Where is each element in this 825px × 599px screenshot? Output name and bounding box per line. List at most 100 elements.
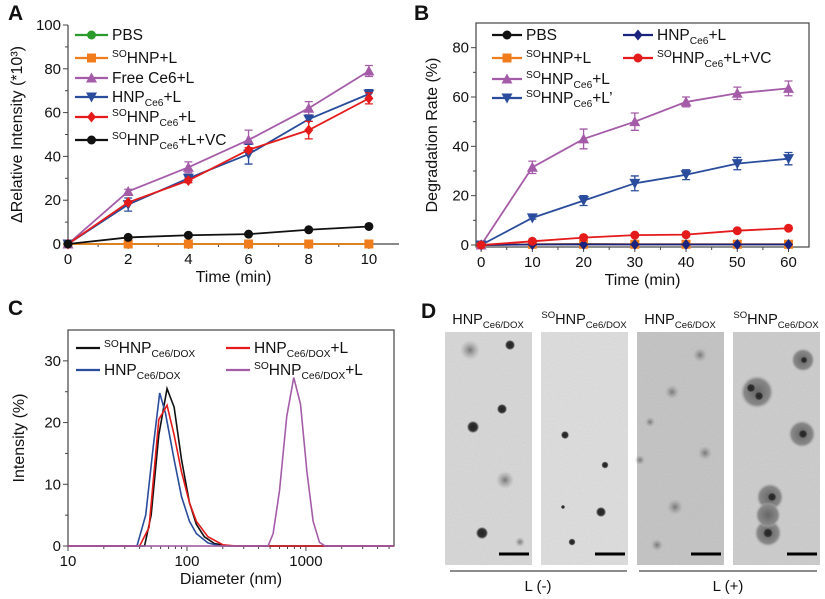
data-point-triangle-up <box>501 73 513 84</box>
x-tick-label: 1000 <box>289 553 322 570</box>
x-tick-label: 100 <box>174 553 199 570</box>
x-tick-label: 0 <box>477 254 485 271</box>
legend-item: PBS <box>492 27 557 44</box>
legend-item: SOHNPCe6/DOX <box>76 339 195 360</box>
series-line <box>68 392 394 547</box>
x-tick-label: 10 <box>60 553 77 570</box>
tem-image-title: HNPCe6/DOX <box>644 312 716 331</box>
data-point-triangle-up <box>182 161 194 172</box>
y-axis-label: Degradation Rate (%) <box>424 58 441 213</box>
tem-background <box>445 332 532 565</box>
tem-background <box>637 332 724 565</box>
tem-image-title: HNPCe6/DOX <box>452 312 524 331</box>
y-tick-label: 20 <box>44 415 61 432</box>
data-point-triangle-up <box>243 134 255 145</box>
series-line <box>68 377 394 547</box>
data-point-circle <box>732 226 742 236</box>
data-point-circle <box>681 230 691 240</box>
data-point-diamond <box>784 239 794 251</box>
series-line <box>68 403 394 547</box>
nanoparticle <box>667 499 683 515</box>
series-line <box>67 97 370 245</box>
nanoparticle <box>693 348 707 362</box>
label-tail: +L <box>178 109 196 126</box>
y-tick-label: 80 <box>452 40 469 57</box>
label-sup: SO <box>104 339 119 350</box>
legend-label: Free Ce6+L <box>112 70 195 87</box>
nanoparticle <box>601 461 609 469</box>
label-base: HNP <box>541 90 574 107</box>
x-tick-label: 8 <box>305 251 313 268</box>
y-tick-label: 30 <box>44 353 61 370</box>
y-tick-label: 0 <box>461 237 469 254</box>
y-tick-label: 20 <box>452 188 469 205</box>
data-point-circle <box>527 236 537 246</box>
label-sup: SO <box>657 49 672 60</box>
data-point-square <box>123 239 133 249</box>
data-point-circle <box>633 53 643 63</box>
label-base: HNP <box>269 362 302 379</box>
panel-label-c: C <box>8 297 23 320</box>
nanoparticle <box>645 417 655 427</box>
y-axis-label: Intensity (%) <box>11 394 28 483</box>
label-base: PBS <box>526 27 557 44</box>
data-point-diamond <box>579 239 589 251</box>
x-axis-label: Time (min) <box>605 272 681 289</box>
nanoparticle <box>763 528 773 538</box>
x-tick-label: 50 <box>729 254 746 271</box>
nanoparticle <box>467 421 479 433</box>
panel-label-b: B <box>414 2 429 25</box>
y-tick-label: 100 <box>36 17 61 34</box>
nanoparticle <box>651 539 663 551</box>
label-base: HNP <box>541 71 574 88</box>
data-point-circle <box>579 233 589 243</box>
data-point-triangle-up <box>783 82 795 93</box>
data-point-diamond <box>244 144 254 156</box>
x-tick-label: 2 <box>124 251 132 268</box>
label-sub: Ce6 <box>574 80 593 91</box>
data-point-square <box>183 239 193 249</box>
x-tick-label: 0 <box>64 251 72 268</box>
y-tick-label: 40 <box>44 148 61 165</box>
nanoparticle <box>746 383 756 393</box>
data-point-diamond <box>732 239 742 251</box>
tem-image-3 <box>635 332 724 565</box>
label-tail: +L+VC <box>178 132 226 149</box>
nanoparticle <box>515 537 525 547</box>
data-point-circle <box>244 229 254 239</box>
legend-label: PBS <box>526 27 557 44</box>
tem-background <box>541 332 628 565</box>
data-point-triangle-up <box>363 65 375 76</box>
legend-label: HNPCe6+L <box>657 27 727 47</box>
legend-item: SOHNP+L <box>492 49 592 67</box>
label-base: HNP <box>127 132 160 149</box>
label-sup: SO <box>526 70 541 81</box>
nanoparticle <box>496 471 514 489</box>
nanoparticle <box>698 446 712 460</box>
x-tick-label: 40 <box>678 254 695 271</box>
label-sub: Ce6/DOX <box>152 349 196 360</box>
data-point-circle <box>364 221 374 231</box>
series-4 <box>63 92 374 250</box>
series-1 <box>63 239 374 249</box>
nanoparticle <box>460 340 480 360</box>
label-sub: Ce6/DOX <box>778 320 820 331</box>
data-point-circle <box>304 225 314 235</box>
y-tick-label: 80 <box>44 61 61 78</box>
label-sub: Ce6 <box>574 99 593 110</box>
legend-item: SOHNPCe6+L <box>75 108 196 129</box>
data-point-triangle-down <box>86 92 97 103</box>
nanoparticle <box>568 538 576 546</box>
legend-item: SOHNPCe6+L+VC <box>75 131 227 152</box>
data-point-triangle-up <box>86 72 97 83</box>
data-point-diamond <box>364 92 374 104</box>
label-base: HNP <box>119 340 152 357</box>
y-axis-label: ΔRelative Intensity (*10³) <box>9 46 26 223</box>
nanoparticle <box>476 527 488 539</box>
data-point-circle <box>123 232 133 242</box>
data-point-triangle-down <box>629 178 641 189</box>
legend-item: PBS <box>75 27 143 44</box>
y-tick-label: 10 <box>44 476 61 493</box>
